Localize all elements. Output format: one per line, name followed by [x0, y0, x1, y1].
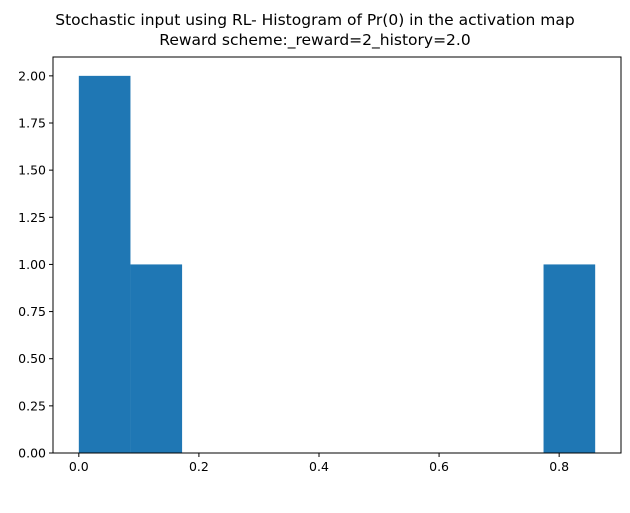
bars-group: [78, 75, 596, 453]
histogram-bar-9: [543, 264, 596, 453]
axes-group: [52, 56, 622, 454]
y-tick-label-8: 2.00: [18, 68, 46, 83]
histogram-bar-1: [130, 264, 183, 453]
x-ticks-group: 0.0 0.2 0.4 0.6 0.8: [69, 453, 569, 474]
x-tick-label-2: 0.4: [309, 459, 329, 474]
x-tick-label-3: 0.6: [429, 459, 449, 474]
y-tick-label-4: 1.00: [18, 257, 46, 272]
chart-title-line-2: Reward scheme:_reward=2_history=2.0: [159, 31, 471, 49]
y-tick-label-6: 1.50: [18, 163, 46, 178]
x-tick-label-1: 0.2: [189, 459, 209, 474]
y-tick-label-3: 0.75: [18, 304, 46, 319]
y-tick-label-5: 1.25: [18, 210, 46, 225]
y-tick-label-7: 1.75: [18, 116, 46, 131]
y-tick-label-1: 0.25: [18, 398, 46, 413]
x-tick-label-4: 0.8: [549, 459, 569, 474]
x-tick-label-0: 0.0: [69, 459, 89, 474]
chart-title-line-1: Stochastic input using RL- Histogram of …: [55, 11, 575, 29]
y-tick-label-2: 0.50: [18, 351, 46, 366]
y-ticks-group: 0.00 0.25 0.50 0.75 1.00 1.25 1.50 1.75 2.00: [18, 68, 53, 461]
y-tick-label-0: 0.00: [18, 446, 46, 461]
axes-frame: [52, 56, 622, 454]
histogram-bar-0: [78, 75, 131, 453]
